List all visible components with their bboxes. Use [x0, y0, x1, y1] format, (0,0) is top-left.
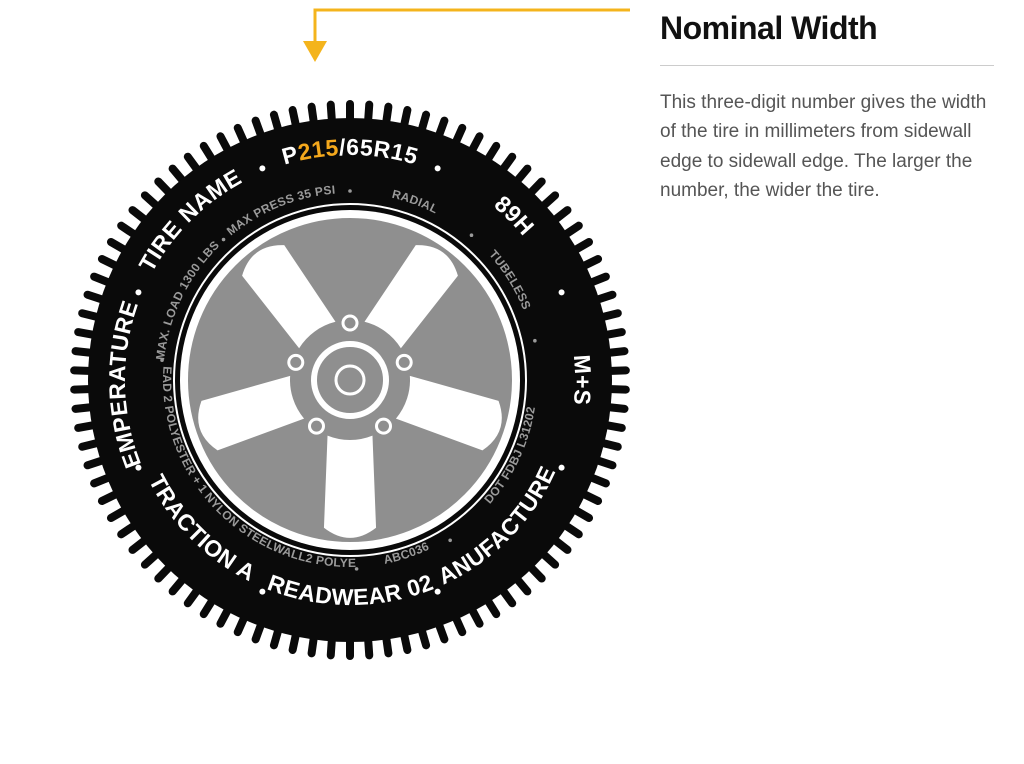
callout-panel: Nominal Width This three-digit number gi…	[660, 0, 1024, 764]
callout-arrow	[300, 7, 640, 67]
tire-diagram-area: P215/65R1589HM+SMANUFACTURERTREADWEAR 02…	[0, 0, 660, 764]
callout-body: This three-digit number gives the width …	[660, 88, 994, 206]
tire-diagram: P215/65R1589HM+SMANUFACTURERTREADWEAR 02…	[60, 90, 640, 670]
svg-text:M+S: M+S	[569, 354, 596, 406]
callout-title: Nominal Width	[660, 10, 994, 47]
divider	[660, 65, 994, 66]
